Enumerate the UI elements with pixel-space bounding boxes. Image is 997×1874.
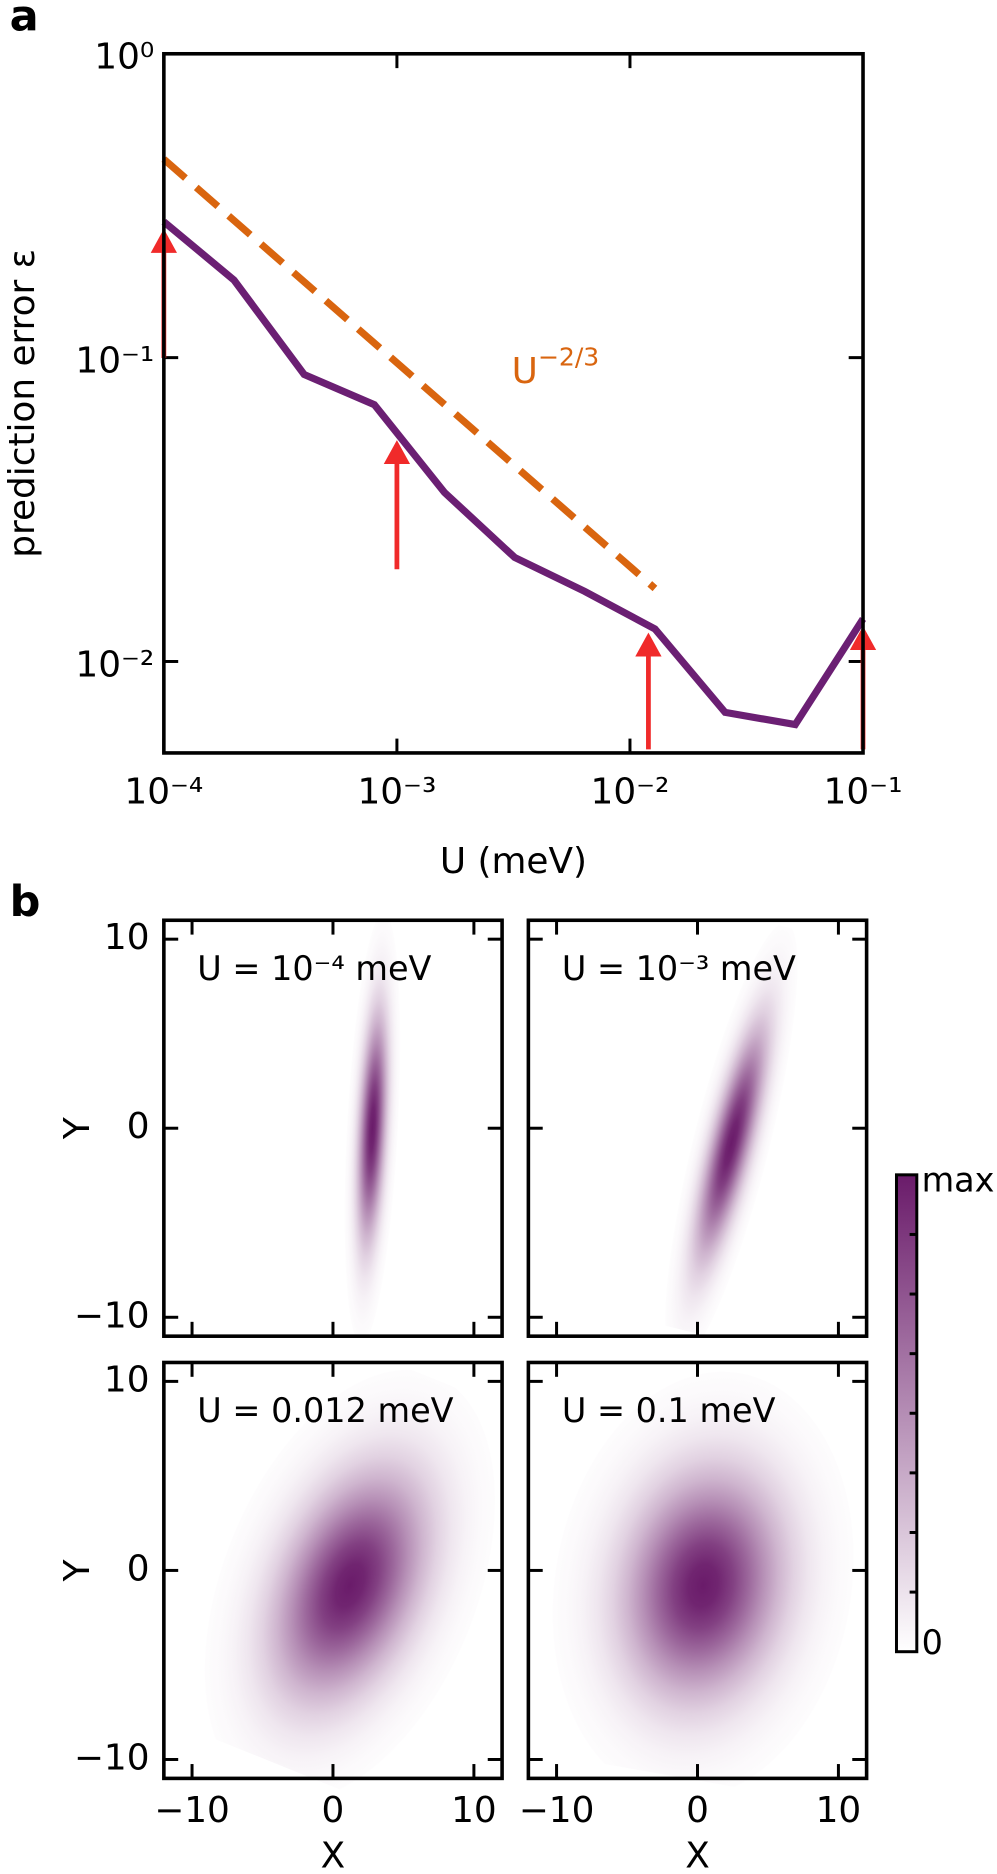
y-tick-label: 10⁻²: [75, 644, 154, 685]
power-law-base: U: [512, 351, 538, 392]
x-tick-label: −10: [519, 1790, 595, 1831]
y-tick-label: −10: [74, 1295, 150, 1336]
x-tick-label: −10: [154, 1790, 230, 1831]
panel-title: U = 0.1 meV: [562, 1391, 776, 1430]
arrow-head: [383, 440, 411, 465]
density-blob: [665, 923, 798, 1364]
power-law-line: [161, 156, 658, 592]
panel-title: U = 0.012 meV: [197, 1391, 453, 1430]
x-tick-label: 10⁻⁴: [124, 772, 203, 813]
x-axis-label: X: [321, 1835, 346, 1874]
x-tick-label: 10: [451, 1790, 497, 1831]
panel-frame: [526, 1360, 869, 1781]
y-tick-label: 10: [104, 917, 150, 958]
panel-title: U = 10⁻⁴ meV: [197, 949, 431, 988]
y-axis-label: prediction error ε: [2, 249, 43, 558]
y-tick-label: −10: [74, 1737, 150, 1778]
colorbar-label: 0: [922, 1623, 943, 1662]
x-axis-label: U (meV): [440, 841, 587, 882]
y-tick-label: 0: [127, 1106, 150, 1147]
x-tick-label: 0: [322, 1790, 345, 1831]
y-tick-label: 10: [104, 1359, 150, 1400]
panel-title: U = 10⁻³ meV: [562, 949, 796, 988]
x-tick-label: 0: [686, 1790, 709, 1831]
density-blob: [552, 1371, 854, 1800]
density-blob: [344, 912, 401, 1343]
power-law-exponent: −2/3: [538, 343, 599, 372]
panel-label: a: [10, 0, 39, 42]
plot-frame: [162, 51, 865, 755]
x-tick-label: 10⁻³: [357, 772, 436, 813]
panel-frame: [526, 918, 869, 1338]
y-axis-label: Y: [57, 1117, 98, 1140]
y-tick-label: 0: [127, 1548, 150, 1589]
panel-label: b: [10, 877, 41, 927]
x-tick-label: 10⁻¹: [824, 772, 903, 813]
x-tick-label: 10⁻²: [591, 772, 670, 813]
panel-frame: [162, 1360, 504, 1781]
y-tick-label: 10⁻¹: [75, 340, 154, 381]
x-tick-label: 10: [816, 1790, 862, 1831]
y-axis-label: Y: [57, 1559, 98, 1582]
power-law-label: U−2/3: [512, 343, 600, 392]
y-tick-label: 10⁰: [94, 37, 154, 78]
arrow-head: [635, 632, 662, 657]
x-axis-label: X: [685, 1835, 710, 1874]
error-line: [161, 219, 867, 729]
colorbar-label: max: [922, 1161, 995, 1200]
panel-frame: [162, 918, 504, 1338]
density-blob: [204, 1369, 495, 1802]
